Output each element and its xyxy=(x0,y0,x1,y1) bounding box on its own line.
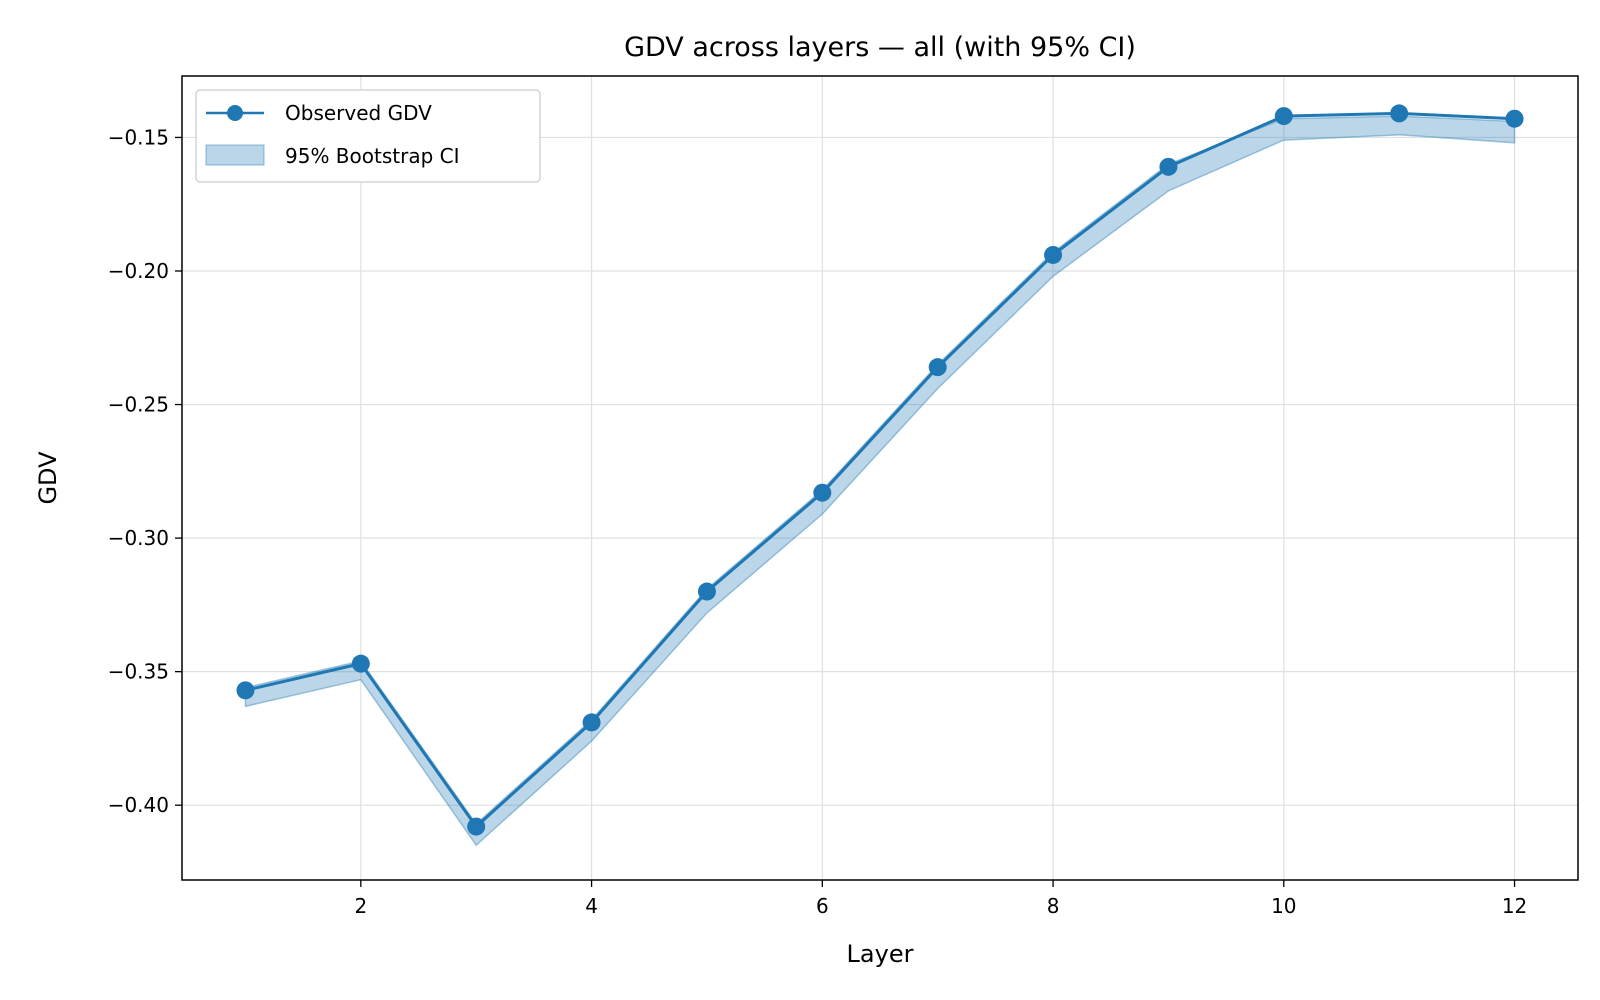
data-point xyxy=(351,654,370,673)
y-tick-label: −0.15 xyxy=(108,125,169,149)
axis-ticks: 2 4 6 8 10 12 −0.15 −0.20 −0.25 −0.30 −0.35 −0.40 xyxy=(108,125,1528,918)
grid xyxy=(182,76,1578,880)
data-point xyxy=(236,681,255,700)
x-tick-label: 12 xyxy=(1502,894,1527,918)
legend: Observed GDV 95% Bootstrap CI xyxy=(195,89,541,183)
x-tick-label: 4 xyxy=(585,894,598,918)
y-tick-label: −0.25 xyxy=(108,393,169,417)
legend-marker-swatch xyxy=(227,105,243,121)
legend-label-observed: Observed GDV xyxy=(285,101,432,125)
legend-band-swatch xyxy=(205,144,265,166)
data-point xyxy=(582,713,601,732)
data-point xyxy=(928,358,947,377)
y-axis-title: GDV xyxy=(34,451,62,505)
x-axis-title: Layer xyxy=(847,940,914,968)
chart-title: GDV across layers — all (with 95% CI) xyxy=(624,32,1136,63)
x-tick-label: 2 xyxy=(354,894,367,918)
legend-label-ci: 95% Bootstrap CI xyxy=(285,144,460,168)
y-tick-label: −0.30 xyxy=(108,526,169,550)
data-point xyxy=(1159,157,1178,176)
plot-frame xyxy=(181,75,1579,881)
x-tick-label: 6 xyxy=(816,894,829,918)
legend-box xyxy=(195,89,541,183)
data-point xyxy=(1390,104,1409,123)
x-tick-label: 8 xyxy=(1047,894,1060,918)
data-point xyxy=(1274,107,1293,126)
series-line-layer xyxy=(245,111,1515,829)
data-point xyxy=(1044,245,1063,264)
y-tick-label: −0.20 xyxy=(108,259,169,283)
data-point xyxy=(1505,109,1524,128)
series-marker-layer xyxy=(236,104,1524,836)
y-tick-label: −0.40 xyxy=(108,793,169,817)
y-tick-label: −0.35 xyxy=(108,660,169,684)
data-point xyxy=(697,582,716,601)
observed-gdv-line xyxy=(245,111,1515,829)
data-point xyxy=(467,817,486,836)
data-point xyxy=(813,483,832,502)
x-tick-label: 10 xyxy=(1271,894,1296,918)
